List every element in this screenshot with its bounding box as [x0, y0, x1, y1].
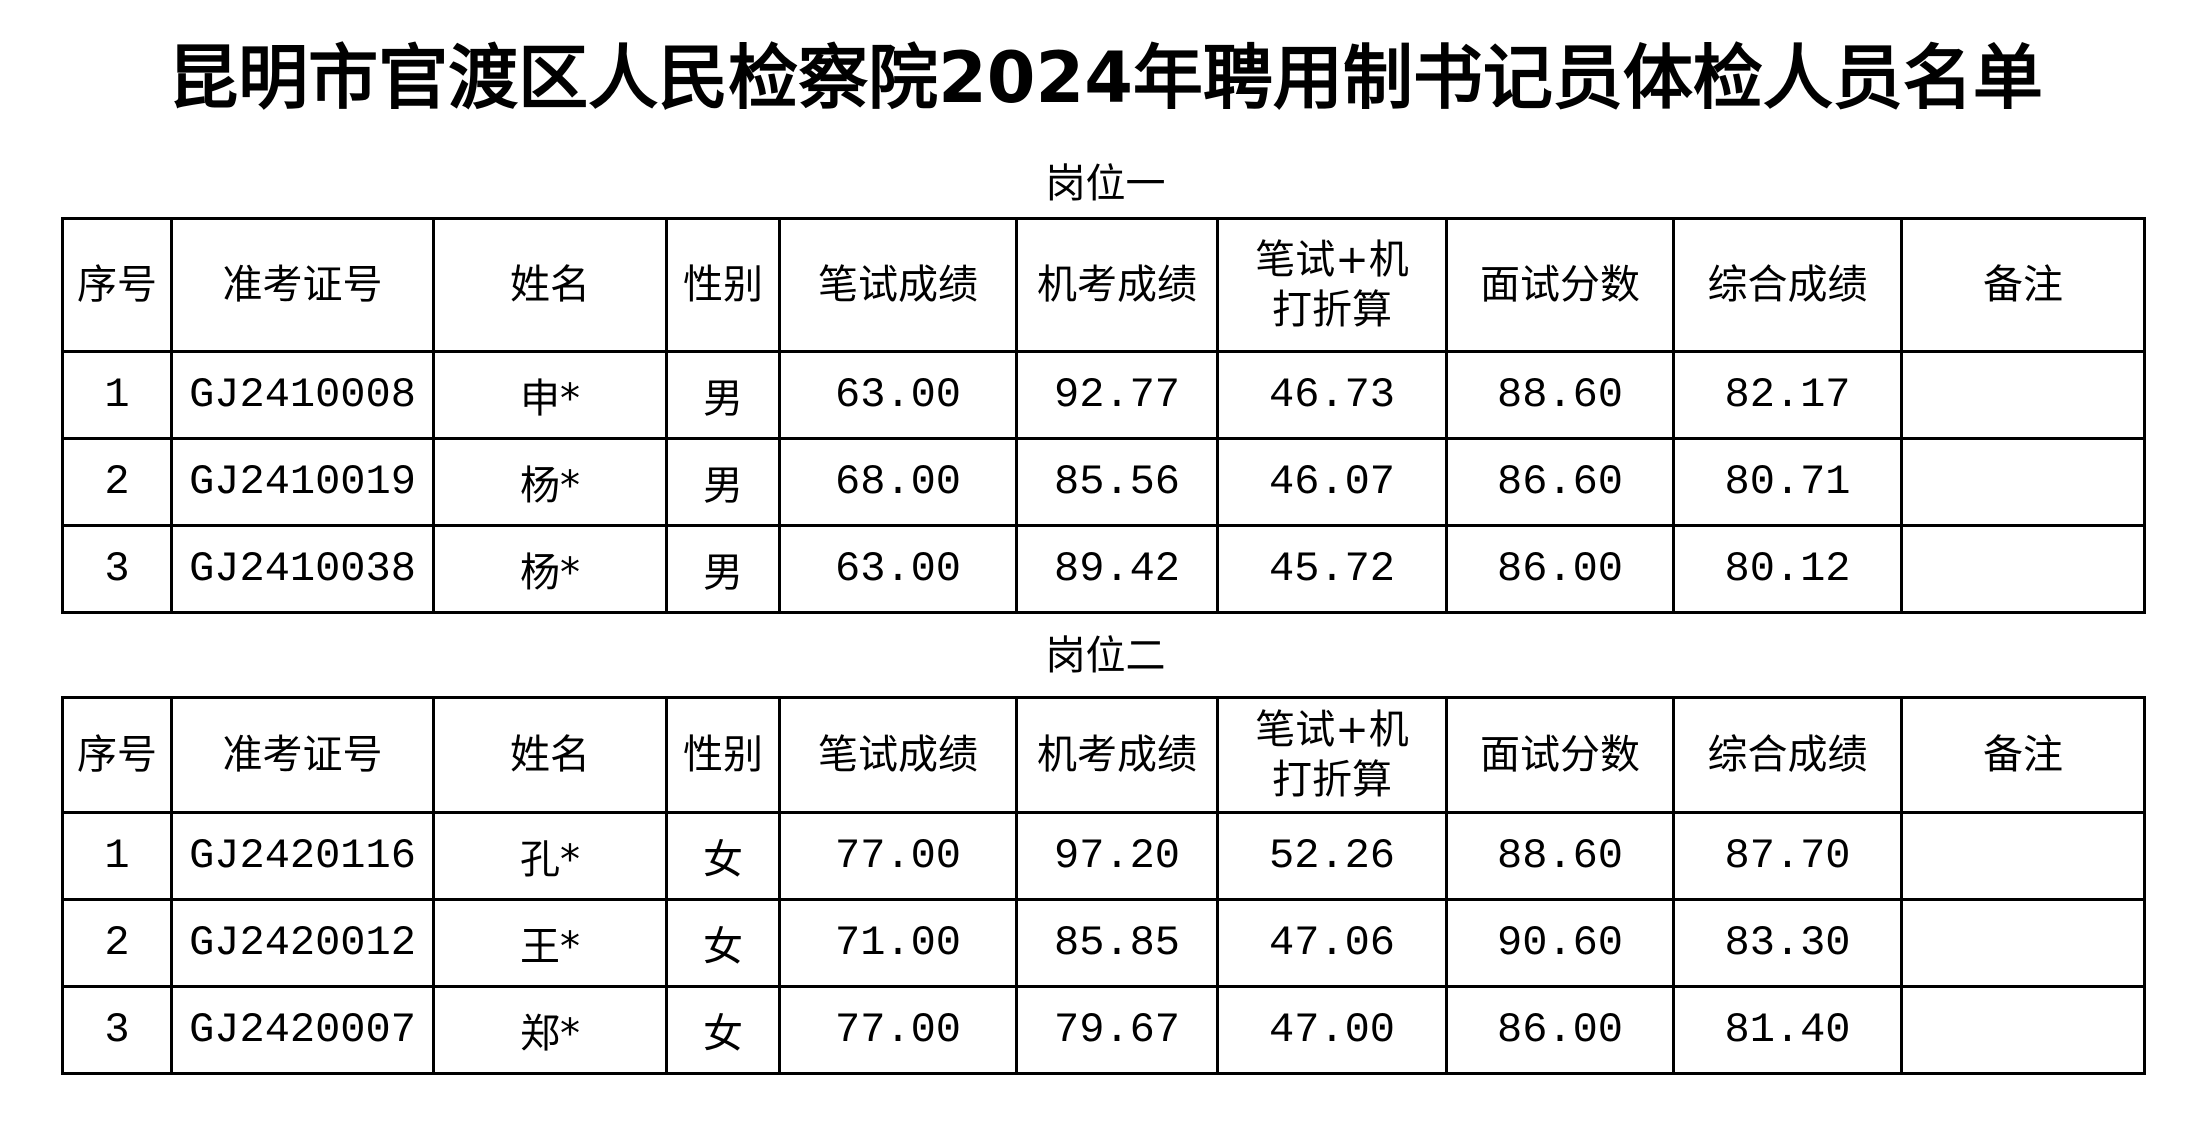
column-header: 面试分数 [1445, 696, 1675, 814]
table-cell: GJ2410019 [170, 437, 435, 527]
column-header: 准考证号 [170, 217, 435, 353]
table-cell: 81.40 [1672, 985, 1903, 1075]
table-row: 2 GJ2420012 王* 女 71.00 85.85 47.06 90.60 83.30 [61, 898, 2146, 988]
table-cell: 68.00 [778, 437, 1018, 527]
column-header: 备注 [1900, 217, 2146, 353]
column-header: 笔试成绩 [778, 696, 1018, 814]
table-cell: 86.00 [1445, 985, 1675, 1075]
column-header: 综合成绩 [1672, 696, 1903, 814]
table-cell: 89.42 [1015, 524, 1219, 614]
table-cell: 80.71 [1672, 437, 1903, 527]
table-cell: GJ2410038 [170, 524, 435, 614]
column-header: 机考成绩 [1015, 217, 1219, 353]
column-header: 准考证号 [170, 696, 435, 814]
table-cell [1900, 985, 2146, 1075]
column-header: 笔试成绩 [778, 217, 1018, 353]
column-header: 序号 [61, 217, 173, 353]
table-cell: 63.00 [778, 524, 1018, 614]
table-cell: 97.20 [1015, 811, 1219, 901]
table-cell: 3 [61, 524, 173, 614]
table-row: 1 GJ2410008 申* 男 63.00 92.77 46.73 88.60 82.17 [61, 350, 2146, 440]
table-cell: GJ2420116 [170, 811, 435, 901]
table-cell: 71.00 [778, 898, 1018, 988]
table-cell: 郑* [432, 985, 668, 1075]
table-cell: 46.07 [1216, 437, 1448, 527]
table-cell: 88.60 [1445, 811, 1675, 901]
table-cell: 申* [432, 350, 668, 440]
column-header: 笔试+机打折算 [1216, 696, 1448, 814]
table-row: 3 GJ2420007 郑* 女 77.00 79.67 47.00 86.00 81.40 [61, 985, 2146, 1075]
table-cell: 87.70 [1672, 811, 1903, 901]
table-cell [1900, 811, 2146, 901]
table-cell: 77.00 [778, 985, 1018, 1075]
table-cell: 1 [61, 350, 173, 440]
table-cell: 王* [432, 898, 668, 988]
table-cell: 孔* [432, 811, 668, 901]
column-header: 笔试+机打折算 [1216, 217, 1448, 353]
table-cell: 47.00 [1216, 985, 1448, 1075]
table-cell: GJ2410008 [170, 350, 435, 440]
column-header: 综合成绩 [1672, 217, 1903, 353]
table-cell [1900, 350, 2146, 440]
table-cell: 杨* [432, 524, 668, 614]
table-cell: 80.12 [1672, 524, 1903, 614]
table-cell: 82.17 [1672, 350, 1903, 440]
table-cell: 46.73 [1216, 350, 1448, 440]
column-header: 姓名 [432, 217, 668, 353]
table-cell: 85.85 [1015, 898, 1219, 988]
table-cell: 86.00 [1445, 524, 1675, 614]
section-label-2: 岗位二 [1045, 633, 1166, 679]
table-cell: 女 [665, 898, 781, 988]
table-row: 1 GJ2420116 孔* 女 77.00 97.20 52.26 88.60 87.70 [61, 811, 2146, 901]
table-cell: 男 [665, 437, 781, 527]
table-row: 2 GJ2410019 杨* 男 68.00 85.56 46.07 86.60 80.71 [61, 437, 2146, 527]
table-cell: 女 [665, 811, 781, 901]
table-cell: 83.30 [1672, 898, 1903, 988]
table-cell: 男 [665, 350, 781, 440]
table-cell: 52.26 [1216, 811, 1448, 901]
table-cell: 79.67 [1015, 985, 1219, 1075]
table-cell: 2 [61, 898, 173, 988]
table-cell: GJ2420007 [170, 985, 435, 1075]
results-table-2: 序号 准考证号 姓名 性别 笔试成绩 机考成绩 笔试+机打折算 面试分数 综合成绩 备注 1 GJ24… [61, 696, 2146, 1075]
table-cell [1900, 437, 2146, 527]
table-cell: 88.60 [1445, 350, 1675, 440]
results-table-1: 序号 准考证号 姓名 性别 笔试成绩 机考成绩 笔试+机打折算 面试分数 综合成绩 备注 1 GJ24… [61, 217, 2146, 614]
table-row: 3 GJ2410038 杨* 男 63.00 89.42 45.72 86.00 80.12 [61, 524, 2146, 614]
table-cell: 90.60 [1445, 898, 1675, 988]
table-cell: 杨* [432, 437, 668, 527]
table-cell: 3 [61, 985, 173, 1075]
section-label-1: 岗位一 [1045, 161, 1166, 207]
table-cell: 85.56 [1015, 437, 1219, 527]
table-cell: 2 [61, 437, 173, 527]
table-cell: 92.77 [1015, 350, 1219, 440]
table-cell: 女 [665, 985, 781, 1075]
table-cell: 77.00 [778, 811, 1018, 901]
table-cell [1900, 524, 2146, 614]
header-row: 序号 准考证号 姓名 性别 笔试成绩 机考成绩 笔试+机打折算 面试分数 综合成绩 备注 [61, 696, 2146, 814]
table-cell: 男 [665, 524, 781, 614]
column-header: 姓名 [432, 696, 668, 814]
column-header: 面试分数 [1445, 217, 1675, 353]
table-cell: 86.60 [1445, 437, 1675, 527]
column-header: 备注 [1900, 696, 2146, 814]
header-row: 序号 准考证号 姓名 性别 笔试成绩 机考成绩 笔试+机打折算 面试分数 综合成绩 备注 [61, 217, 2146, 353]
table-cell [1900, 898, 2146, 988]
table-cell: 1 [61, 811, 173, 901]
table-cell: 63.00 [778, 350, 1018, 440]
column-header: 序号 [61, 696, 173, 814]
page-title: 昆明市官渡区人民检察院2024年聘用制书记员体检人员名单 [168, 37, 2043, 119]
table-cell: 47.06 [1216, 898, 1448, 988]
column-header: 性别 [665, 217, 781, 353]
column-header: 机考成绩 [1015, 696, 1219, 814]
column-header: 性别 [665, 696, 781, 814]
table-cell: 45.72 [1216, 524, 1448, 614]
table-cell: GJ2420012 [170, 898, 435, 988]
